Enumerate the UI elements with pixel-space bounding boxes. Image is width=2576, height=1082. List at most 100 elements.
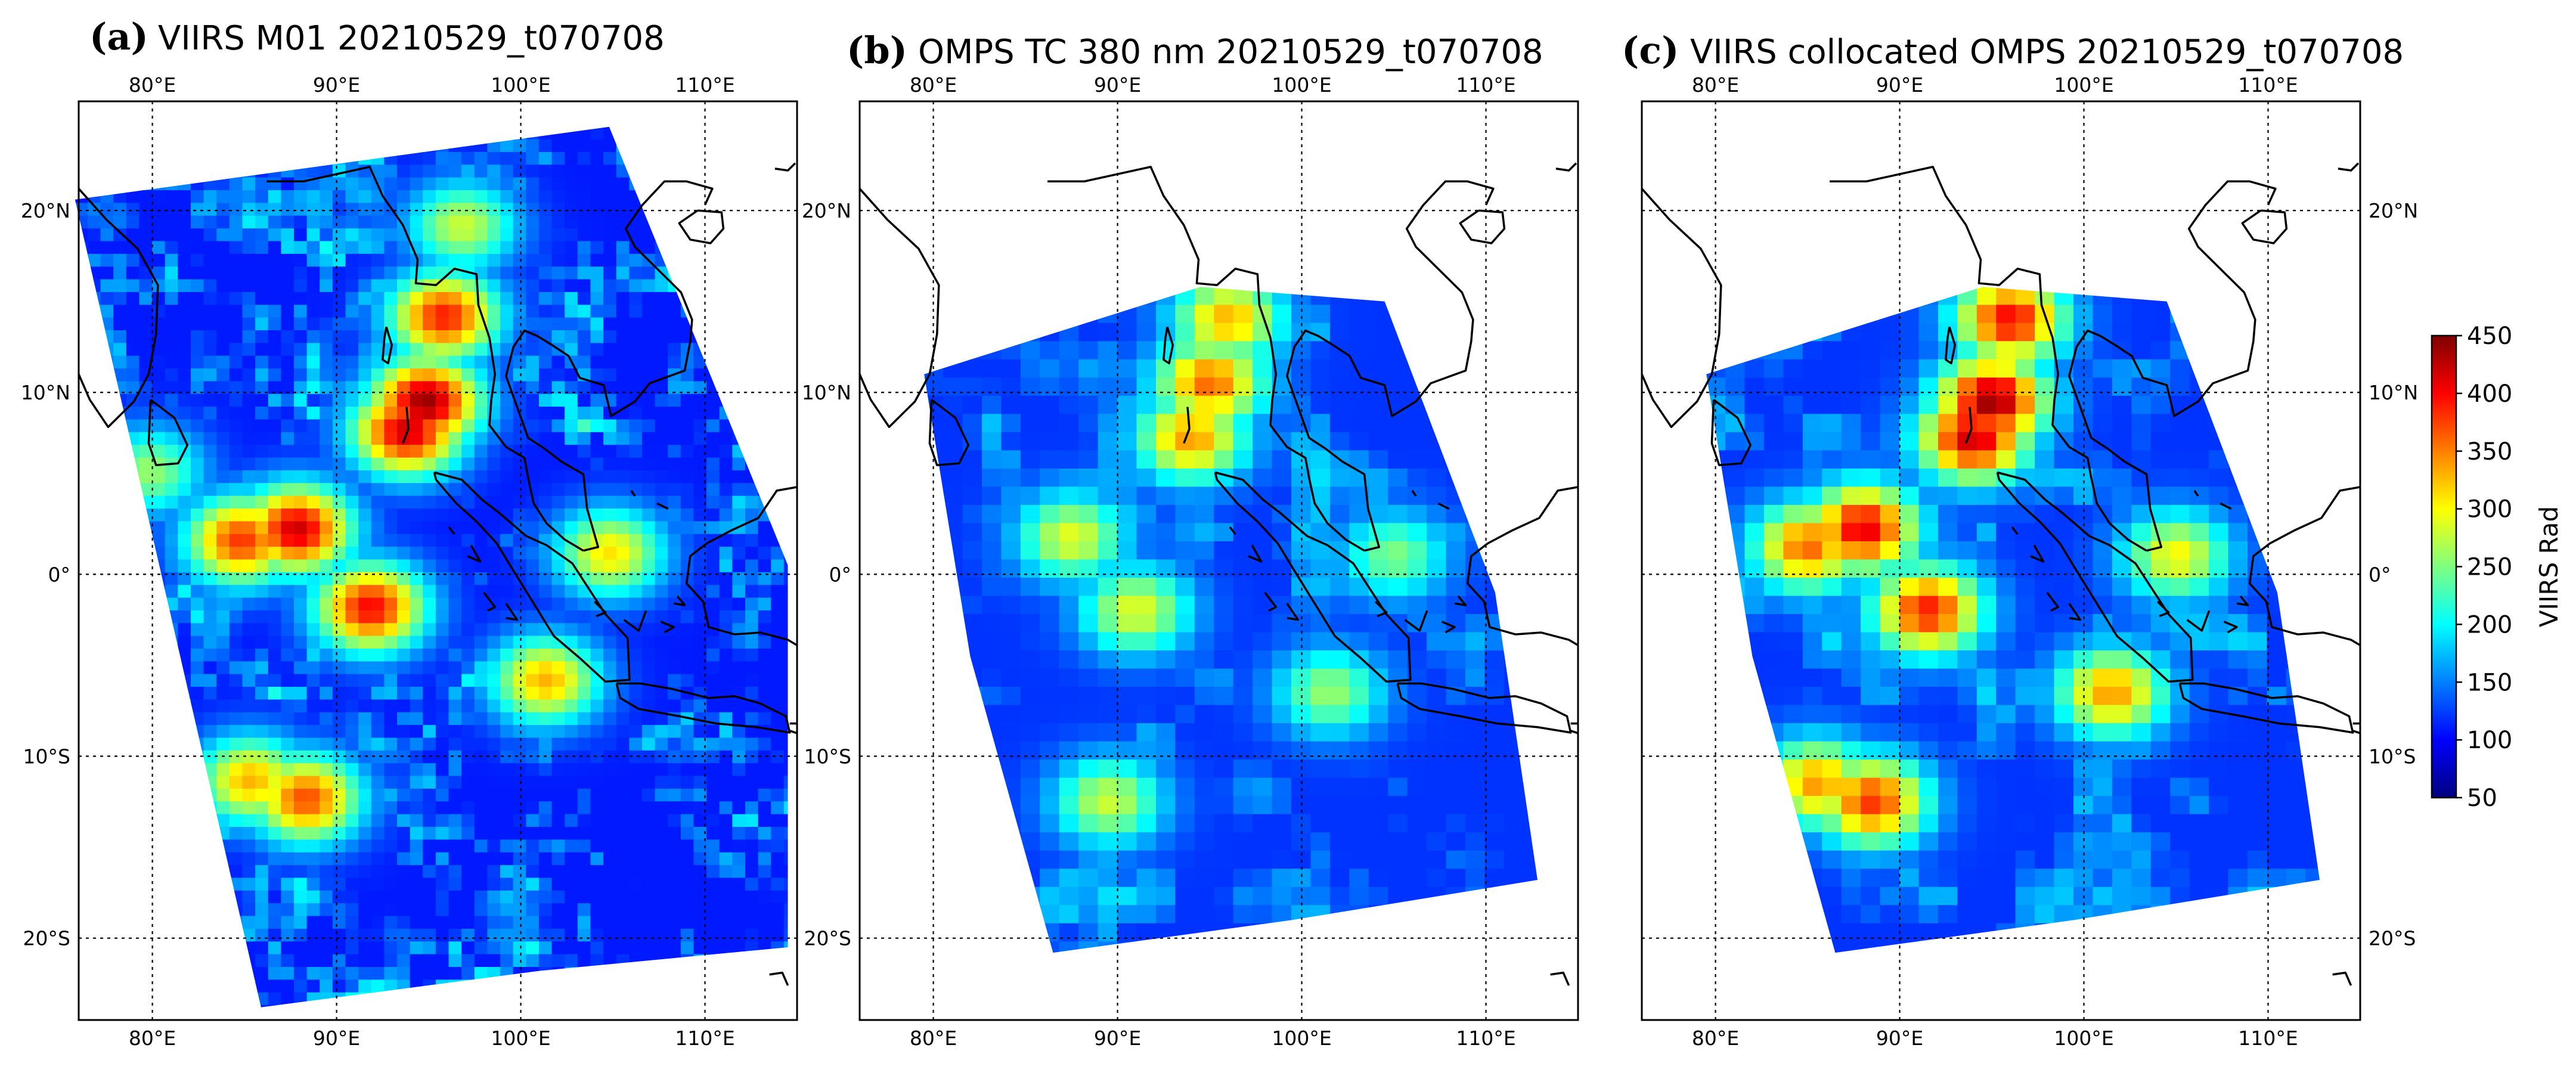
gridlines <box>860 101 1578 1020</box>
panel-b-title: OMPS TC 380 nm 20210529_t070708 <box>918 33 1543 72</box>
coastline-segment <box>789 722 797 734</box>
colorbar-tick-150: 150 <box>2467 669 2512 696</box>
panel-b-xtick-top-80E: 80°E <box>910 73 957 97</box>
coastline-segment <box>1248 544 1263 563</box>
panel-c-map <box>1641 100 2388 1021</box>
heatmap-swath <box>1706 287 2320 953</box>
coastline-segment <box>1374 600 1388 618</box>
coastline-segment <box>2248 486 2360 646</box>
panel-a-xtick-top-100E: 100°E <box>491 73 550 97</box>
coastline-segment <box>2178 682 2354 734</box>
panel-c-xtick-bottom-100E: 100°E <box>2054 1027 2113 1050</box>
coastline-segment <box>1286 180 1495 552</box>
coastline-segment <box>623 610 647 632</box>
panel-c-viirs-collocated: (c) VIIRS collocated OMPS 20210529_t0707… <box>1622 29 2418 1050</box>
panel-c-xtick-bottom-110E: 110°E <box>2238 1027 2298 1050</box>
coastline-segment <box>685 486 797 646</box>
coastline-segment <box>1229 526 1236 535</box>
coastline-segment <box>1214 471 1412 683</box>
coastline-segment <box>147 399 189 467</box>
coastline-segment <box>1437 502 1450 510</box>
coastline-segment <box>483 591 497 612</box>
coastline-segment <box>593 600 607 618</box>
coastlines <box>1642 162 2388 986</box>
coastline-segment <box>1597 724 1605 736</box>
colorbar-tick-300: 300 <box>2467 496 2512 523</box>
coastline-segment <box>2068 180 2277 552</box>
coastline-segment <box>2332 971 2352 986</box>
coastline-segment <box>467 544 482 563</box>
panel-a-xtick-top-90E: 90°E <box>313 73 360 97</box>
panel-a-xtick-top-110E: 110°E <box>675 73 734 97</box>
coastline-segment <box>1550 971 1570 986</box>
panel-b-ytick-10N: 10°N <box>802 381 851 404</box>
coastline-segment <box>448 526 455 535</box>
coastline-segment <box>1570 722 1578 734</box>
panel-b-xtick-bottom-100E: 100°E <box>1272 1027 1331 1050</box>
panel-c-title: VIIRS collocated OMPS 20210529_t070708 <box>1690 33 2404 72</box>
panel-a-xtick-top-80E: 80°E <box>129 73 176 97</box>
coastline-segment <box>1441 621 1456 634</box>
coastline-segment <box>266 166 584 552</box>
colorbar-tick-250: 250 <box>2467 554 2512 581</box>
panel-a-ytick-10S: 10°S <box>23 745 70 768</box>
coastline-segment <box>1404 610 1428 632</box>
panel-b-ytick-10S: 10°S <box>804 745 851 768</box>
coastline-segment <box>2193 490 2199 497</box>
coastline-segment <box>2156 600 2170 618</box>
coastline-segment <box>1965 407 1973 444</box>
coastline-segment <box>2379 724 2388 736</box>
coastline-segment <box>1047 166 1365 552</box>
panel-a-ytick-0: 0° <box>48 563 71 586</box>
panel-c-xtick-top-90E: 90°E <box>1876 73 1923 97</box>
coastline-segment <box>1710 399 1752 467</box>
panel-c-ytick-20N: 20°N <box>2369 199 2418 222</box>
coastline-segment <box>615 682 791 734</box>
colorbar: 450 400 350 300 250 200 150 100 50 VIIRS… <box>2431 323 2563 812</box>
panel-c-xtick-bottom-80E: 80°E <box>1692 1027 1739 1050</box>
panel-b-letter: (b) <box>847 29 907 72</box>
coastline-segment <box>816 724 824 736</box>
coastline-segment <box>1396 682 1572 734</box>
coastline-segment <box>1454 595 1467 607</box>
coastline-segment <box>2011 526 2019 535</box>
panel-a-ytick-20N: 20°N <box>21 199 70 222</box>
panel-b-ytick-20S: 20°S <box>804 927 851 950</box>
panel-a-map <box>75 100 824 1021</box>
panel-a-letter: (a) <box>89 15 148 58</box>
panel-b-xtick-bottom-110E: 110°E <box>1456 1027 1515 1050</box>
coastline-segment <box>1996 471 2194 683</box>
panel-c-xtick-bottom-90E: 90°E <box>1876 1027 1923 1050</box>
panel-a-ytick-10N: 10°N <box>21 381 70 404</box>
heatmap-swath <box>75 126 788 1007</box>
panel-b-xtick-top-90E: 90°E <box>1094 73 1141 97</box>
panel-a-xtick-bottom-110E: 110°E <box>675 1027 734 1050</box>
coastline-segment <box>2068 603 2082 621</box>
panel-a-viirs-m01: (a) VIIRS M01 20210529_t070708 80°E 90°E… <box>21 15 824 1050</box>
panel-c-ytick-20S: 20°S <box>2369 927 2416 950</box>
map-frame <box>858 100 1579 1021</box>
coastline-segment <box>2046 591 2060 612</box>
colorbar-label: VIIRS Rad <box>2534 506 2563 627</box>
colorbar-tick-350: 350 <box>2467 438 2512 466</box>
coastline-segment <box>2223 621 2238 634</box>
coastline-segment <box>1466 486 1578 646</box>
coastline-segment <box>2241 209 2288 244</box>
coastline-segment <box>1411 490 1417 497</box>
panel-b-omps-tc-380: (b) OMPS TC 380 nm 20210529_t070708 80°E… <box>802 29 1605 1050</box>
colorbar-tick-450: 450 <box>2467 323 2512 350</box>
coastline-segment <box>928 399 970 467</box>
panel-a-ytick-20S: 20°S <box>23 927 70 950</box>
coastline-segment <box>2236 595 2249 607</box>
heatmap-swath <box>924 287 1538 953</box>
panel-b-xtick-top-100E: 100°E <box>1272 73 1331 97</box>
colorbar-tick-50: 50 <box>2467 785 2497 812</box>
panel-c-ytick-10N: 10°N <box>2369 381 2418 404</box>
coastline-segment <box>673 595 686 607</box>
gridlines <box>79 101 797 1020</box>
colorbar-tick-400: 400 <box>2467 380 2512 408</box>
panel-a-xtick-bottom-100E: 100°E <box>491 1027 550 1050</box>
coastline-segment <box>1945 326 1957 365</box>
coastline-segment <box>505 180 714 552</box>
